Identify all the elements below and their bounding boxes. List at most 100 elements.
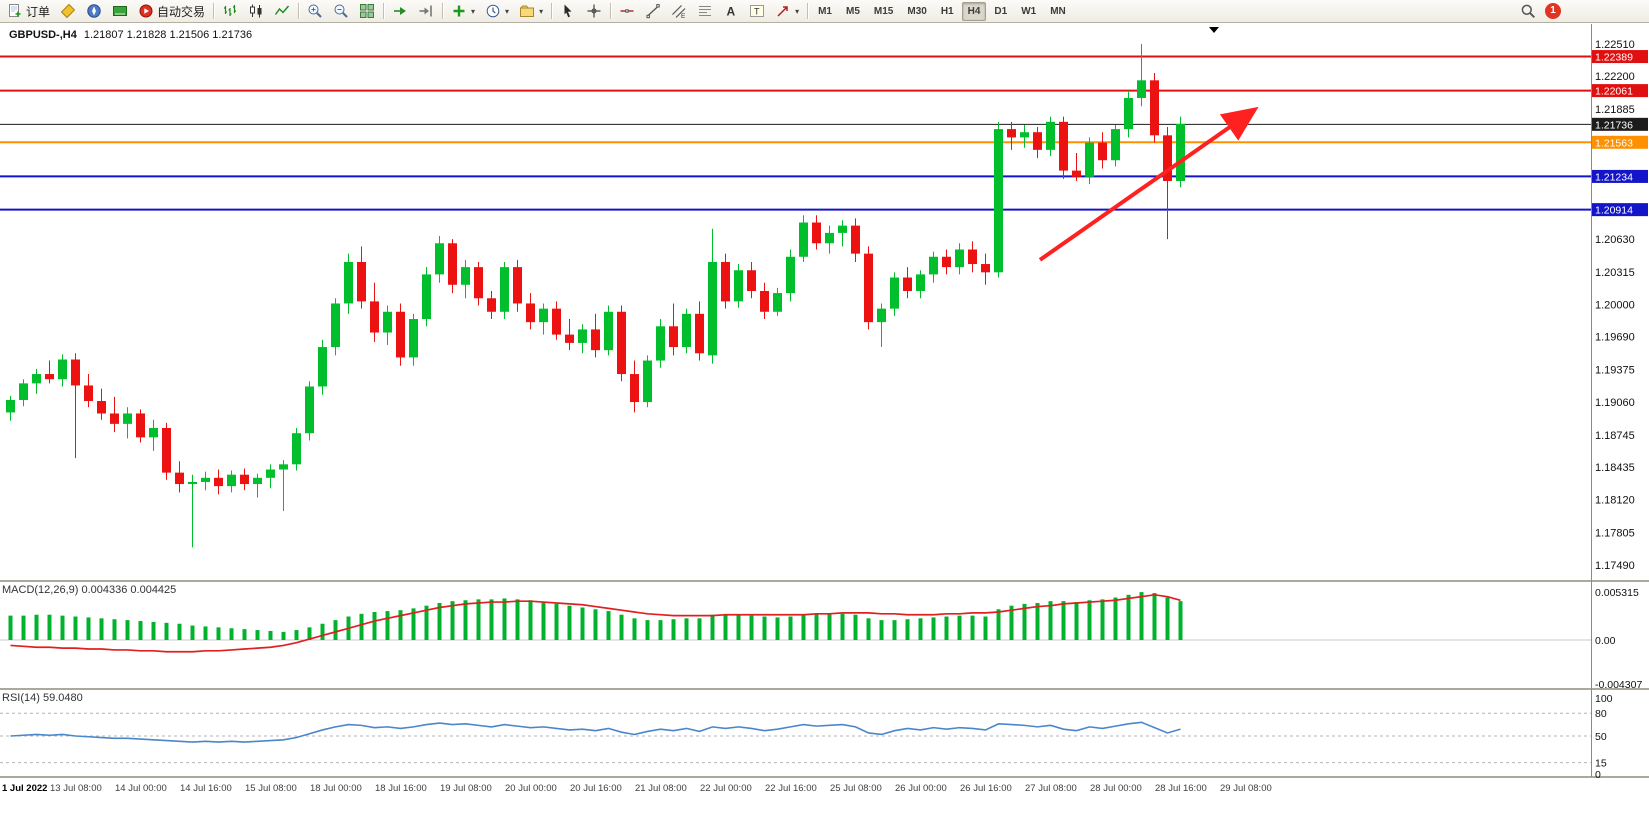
crosshair-icon	[586, 3, 602, 19]
bar-chart-button[interactable]	[218, 1, 242, 22]
rsi-scale-label: 15	[1595, 758, 1607, 770]
fibonacci-button[interactable]	[693, 1, 717, 22]
macd-scale-label: -0.004307	[1595, 679, 1642, 691]
dropdown-caret-icon: ▾	[471, 6, 476, 16]
autotrading-button-label: 自动交易	[157, 4, 206, 19]
timeframe-m1-button[interactable]: M1	[818, 5, 832, 17]
toolbar-separator	[442, 3, 444, 19]
svg-text:1.18745: 1.18745	[1595, 430, 1635, 442]
zoomout-icon	[333, 3, 349, 19]
arrows-button[interactable]: ▾	[771, 1, 803, 22]
svg-text:1.21563: 1.21563	[1595, 137, 1633, 149]
neworder-icon	[7, 3, 23, 19]
chart-canvas[interactable]: 1.22510 1.22200 1.21885 1.20630 1.20315 1.200…	[0, 24, 1649, 830]
time-axis-label: 28 Jul 00:00	[1090, 783, 1142, 794]
horizontal-lines-layer[interactable]	[0, 55, 1591, 211]
search-icon[interactable]	[1520, 3, 1536, 19]
periods-icon	[485, 3, 501, 19]
candlestick-series	[6, 44, 1185, 548]
toolbar-separator	[551, 3, 553, 19]
autotrading-button[interactable]: 自动交易	[134, 1, 209, 22]
periods-button[interactable]: ▾	[481, 1, 513, 22]
indicators-icon	[451, 3, 467, 19]
new-order-button[interactable]: 订单	[3, 1, 54, 22]
navigator-button[interactable]	[82, 1, 106, 22]
timeframe-h1-button[interactable]: H1	[940, 5, 954, 17]
dropdown-caret-icon: ▾	[539, 6, 544, 16]
timeframe-m5-button[interactable]: M5	[846, 5, 860, 17]
trendline-button[interactable]	[641, 1, 665, 22]
zoom-in-button[interactable]	[303, 1, 327, 22]
cursor-button[interactable]	[556, 1, 580, 22]
horizontal-line-button[interactable]	[615, 1, 639, 22]
svg-text:1.20914: 1.20914	[1595, 205, 1633, 217]
svg-text:1.18435: 1.18435	[1595, 462, 1635, 474]
timeframe-m30-button[interactable]: M30	[907, 5, 927, 17]
ohlc-values: 1.21807 1.21828 1.21506 1.21736	[83, 29, 253, 41]
svg-text:1.20630: 1.20630	[1595, 234, 1635, 246]
svg-text:1.17490: 1.17490	[1595, 560, 1635, 572]
toolbar: 订单 自动交易 ▾ ▾ ▾ E A T ▾ M1 M5 M15 M30 H1 H4 D1 W1 MN 1	[0, 0, 1649, 23]
line-chart-button[interactable]	[270, 1, 294, 22]
rsi-scale-label: 50	[1595, 731, 1607, 743]
time-axis-label: 22 Jul 00:00	[700, 783, 752, 794]
text-label-button[interactable]: T	[745, 1, 769, 22]
chart-region: 1.22510 1.22200 1.21885 1.20630 1.20315 1.200…	[0, 24, 1649, 830]
templates-button[interactable]: ▾	[515, 1, 547, 22]
linechart-icon	[274, 3, 290, 19]
trend-arrow-annotation[interactable]	[1038, 106, 1259, 262]
chart-shift-button[interactable]	[414, 1, 438, 22]
time-axis-label: 25 Jul 08:00	[830, 783, 882, 794]
svg-text:1.17805: 1.17805	[1595, 527, 1635, 539]
arrows-icon	[775, 3, 791, 19]
terminal-icon	[112, 3, 128, 19]
svg-text:1.22200: 1.22200	[1595, 71, 1635, 83]
svg-text:1.19690: 1.19690	[1595, 332, 1635, 344]
terminal-button[interactable]	[108, 1, 132, 22]
channel-icon: E	[671, 3, 687, 19]
macd-indicator-label: MACD(12,26,9) 0.004336 0.004425	[2, 584, 177, 596]
dropdown-caret-icon: ▾	[505, 6, 510, 16]
svg-text:1.18120: 1.18120	[1595, 495, 1635, 507]
time-axis-label: 28 Jul 16:00	[1155, 783, 1207, 794]
toolbar-separator	[213, 3, 215, 19]
text-button[interactable]: A	[719, 1, 743, 22]
svg-text:1.20315: 1.20315	[1595, 267, 1635, 279]
time-axis-label: 19 Jul 08:00	[440, 783, 492, 794]
zoomin-icon	[307, 3, 323, 19]
svg-text:A: A	[727, 5, 736, 19]
crosshair-button[interactable]	[582, 1, 606, 22]
time-axis-label: 15 Jul 08:00	[245, 783, 297, 794]
zoom-out-button[interactable]	[329, 1, 353, 22]
timeframe-h4-button[interactable]: H4	[961, 1, 987, 21]
market-watch-button[interactable]	[56, 1, 80, 22]
toolbar-right-group: 1	[1520, 3, 1561, 19]
time-axis-label: 26 Jul 00:00	[895, 783, 947, 794]
cursor-icon	[560, 3, 576, 19]
svg-text:1.22510: 1.22510	[1595, 39, 1635, 51]
indicators-button[interactable]: ▾	[447, 1, 479, 22]
svg-text:1.21885: 1.21885	[1595, 104, 1635, 116]
timeframe-w1-button[interactable]: W1	[1021, 5, 1037, 17]
candlestick-chart-button[interactable]	[244, 1, 268, 22]
tile-windows-button[interactable]	[355, 1, 379, 22]
time-axis-label: 20 Jul 16:00	[570, 783, 622, 794]
trendline-icon	[645, 3, 661, 19]
new-order-button-label: 订单	[26, 4, 51, 19]
toolbar-separator	[383, 3, 385, 19]
time-axis-label: 14 Jul 16:00	[180, 783, 232, 794]
time-axis-label: 29 Jul 08:00	[1220, 783, 1272, 794]
time-axis-label: 27 Jul 08:00	[1025, 783, 1077, 794]
timeframe-mn-button[interactable]: MN	[1050, 5, 1066, 17]
notification-badge[interactable]: 1	[1545, 3, 1561, 19]
time-axis-label: 20 Jul 00:00	[505, 783, 557, 794]
macd-signal-line	[10, 593, 1181, 653]
auto-scroll-button[interactable]	[388, 1, 412, 22]
chart-shift-marker-icon[interactable]	[1209, 27, 1219, 33]
timeframe-m15-button[interactable]: M15	[873, 5, 894, 17]
price-axis-ticks: 1.22510 1.22200 1.21885 1.20630 1.20315 1.200…	[1595, 39, 1635, 572]
timeframe-d1-button[interactable]: D1	[994, 5, 1008, 17]
channel-button[interactable]: E	[667, 1, 691, 22]
time-axis-label: 18 Jul 00:00	[310, 783, 362, 794]
svg-text:1.22389: 1.22389	[1595, 52, 1633, 64]
